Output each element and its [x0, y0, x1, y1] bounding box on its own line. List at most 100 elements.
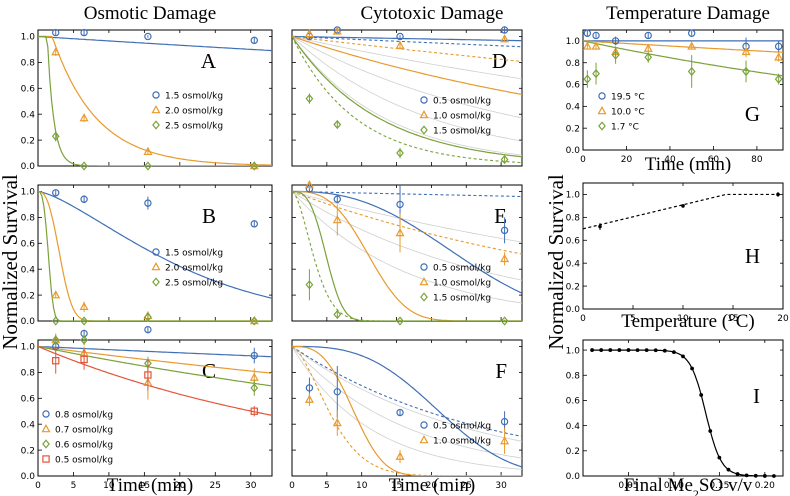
- data-point: [611, 50, 620, 60]
- y-tick-label: 0.2: [566, 447, 580, 457]
- panel-label: F: [495, 359, 507, 383]
- y-tick-label: 1.0: [566, 191, 581, 201]
- legend-marker: [42, 439, 50, 449]
- fit-curve: [292, 190, 522, 294]
- data-point: [617, 348, 622, 352]
- fit-curve: [583, 40, 783, 53]
- legend-marker: [597, 106, 607, 115]
- data-point: [304, 394, 314, 403]
- data-point: [52, 189, 60, 197]
- legend-label: 0.5 osmol/kg: [433, 421, 491, 431]
- legend-marker: [598, 92, 606, 100]
- data-point: [144, 199, 152, 207]
- legend-marker: [42, 410, 50, 418]
- x-tick-label: 20: [174, 481, 186, 491]
- data-point: [687, 29, 696, 37]
- data-point: [590, 348, 594, 352]
- data-point: [51, 47, 61, 56]
- legend: 0.8 osmol/kg 0.7 osmol/kg 0.6 osmol/kg 0.5 …: [41, 410, 113, 465]
- panel-label: A: [201, 49, 217, 73]
- data-point: [305, 280, 314, 290]
- fit-curve-dashed: [292, 346, 522, 438]
- y-tick-label: 1.0: [21, 33, 36, 43]
- panel-label: E: [494, 204, 507, 228]
- data-point: [726, 467, 731, 472]
- legend: 1.5 osmol/kg 2.0 osmol/kg 2.5 osmol/kg: [151, 248, 223, 288]
- data-point: [592, 31, 600, 40]
- x-tick-label: 20: [621, 155, 633, 165]
- data-point: [51, 290, 61, 299]
- panel-frame: [582, 29, 784, 151]
- legend-label: 19.5 °C: [611, 92, 645, 102]
- panel-frame: [582, 339, 784, 477]
- fit-curve: [38, 345, 272, 416]
- legend-label: 1.5 osmol/kg: [165, 91, 223, 101]
- x-tick-label: 0: [580, 155, 586, 165]
- x-tick-label: 30: [495, 481, 507, 491]
- data-point: [79, 301, 89, 311]
- legend-marker: [420, 263, 428, 271]
- xlabel-temperature-h: Temperature (°C): [621, 311, 754, 332]
- xlabel-me2so-i: Final Me2SO v/v: [624, 475, 753, 496]
- data-point: [51, 335, 60, 345]
- legend: 1.5 osmol/kg 2.0 osmol/kg 2.5 osmol/kg: [151, 91, 223, 131]
- data-point: [333, 195, 342, 203]
- x-tick-label: 0: [35, 481, 41, 491]
- fit-curves: [292, 190, 522, 321]
- fit-curve: [38, 345, 272, 358]
- data-point: [644, 31, 652, 40]
- data-point: [662, 348, 667, 353]
- legend-marker: [152, 277, 160, 287]
- x-tick-label: 10: [356, 481, 368, 491]
- legend-label: 10.0 °C: [611, 107, 645, 117]
- fit-curve: [292, 190, 522, 321]
- x-tick-label: 15: [139, 481, 150, 491]
- data-point: [681, 204, 685, 208]
- panel-i: 0.05 0.10 0.15 0.20 0.0 0.2 0.4 0.6 0.8 1.0 I: [566, 339, 784, 491]
- legend-marker: [42, 455, 50, 463]
- data-point: [741, 46, 751, 56]
- fit-curves: [38, 35, 272, 166]
- data-point: [500, 436, 510, 445]
- y-tick-label: 0.4: [566, 259, 581, 269]
- data-point: [304, 180, 314, 189]
- legend-label: 1.7 °C: [611, 122, 639, 132]
- data-point: [772, 474, 776, 478]
- xlabel-time-g: Time (min): [645, 154, 731, 175]
- trend-line-dashed: [583, 193, 783, 230]
- legend-marker: [420, 96, 428, 104]
- data-point: [143, 146, 153, 156]
- fit-curves: [592, 349, 774, 476]
- y-tick-label: 0.2: [566, 282, 580, 292]
- legend-marker: [598, 121, 606, 131]
- data-point: [395, 451, 405, 460]
- fit-curve: [38, 345, 272, 374]
- data-point: [643, 43, 653, 52]
- y-tick-label: 0.2: [21, 136, 35, 146]
- data-point: [144, 161, 152, 171]
- panel-label: B: [202, 204, 216, 228]
- panel-e: E 0.5 osmol/kg 1.0 osmol/kg 1.5 osmol/kg: [291, 180, 523, 326]
- data-point: [635, 348, 640, 352]
- panel-frame: [291, 29, 523, 167]
- data-point: [144, 32, 152, 41]
- y-tick-label: 0.4: [21, 265, 36, 275]
- data-point: [305, 94, 314, 104]
- y-tick-label: 0.0: [566, 305, 581, 315]
- data-point: [80, 161, 88, 171]
- legend-label: 1.0 osmol/kg: [433, 111, 491, 121]
- y-tick-label: 0.2: [566, 124, 580, 134]
- data-point: [395, 227, 405, 237]
- y-tick-label: 1.0: [21, 343, 36, 353]
- data-point: [699, 393, 704, 397]
- data-point: [304, 28, 314, 38]
- x-tick-label: 0: [289, 481, 295, 491]
- panels-group: 0.0 0.2 0.4 0.6 0.8 1.0 A 1.5 osmol/kg 2.0 osmol…: [21, 26, 789, 491]
- fit-curve: [38, 345, 272, 387]
- legend: 0.5 osmol/kg 1.0 osmol/kg: [419, 421, 491, 446]
- data-point: [250, 161, 259, 171]
- data-point: [672, 350, 676, 354]
- legend-label: 0.8 osmol/kg: [55, 410, 113, 420]
- legend-label: 1.0 osmol/kg: [433, 436, 491, 446]
